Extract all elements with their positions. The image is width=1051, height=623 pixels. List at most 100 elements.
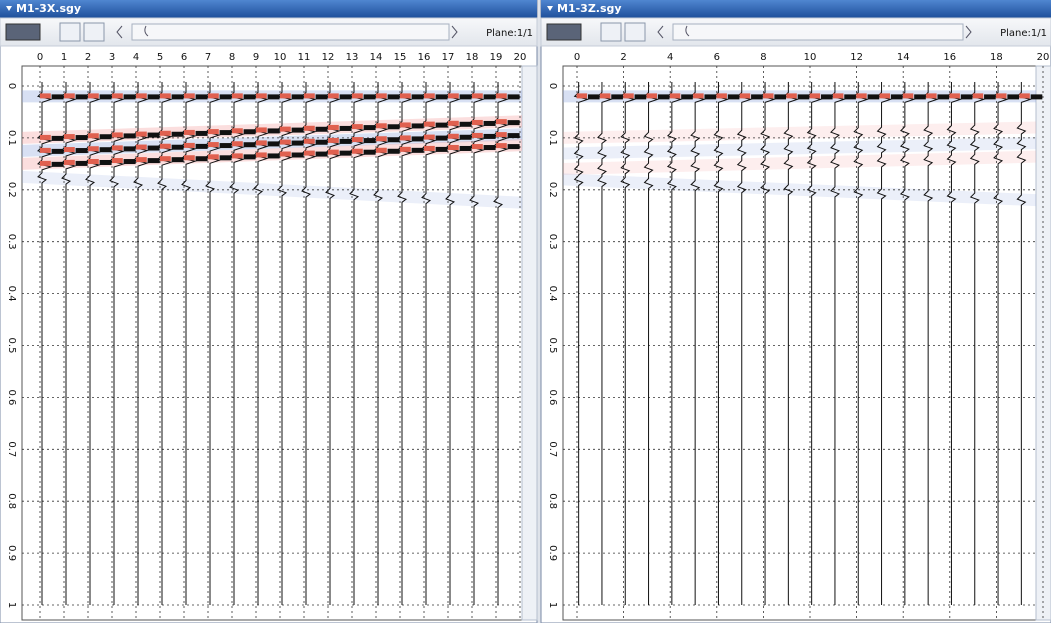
- wavelet-peak: [400, 122, 411, 127]
- wavelet-peak: [136, 157, 147, 162]
- wavelet-peak: [208, 154, 219, 159]
- wavelet-trough: [340, 94, 352, 99]
- wavelet-peak: [400, 147, 411, 152]
- x-tick-label: 12: [322, 52, 335, 63]
- x-tick-label: 12: [850, 52, 863, 63]
- wavelet-peak: [112, 145, 123, 150]
- x-tick-label: 16: [418, 52, 431, 63]
- wavelet-peak: [472, 93, 483, 98]
- plane-slider[interactable]: [132, 24, 449, 40]
- wavelet-peak: [232, 93, 243, 98]
- y-tick-label: 0.1: [6, 130, 17, 146]
- wavelet-peak: [328, 93, 339, 98]
- wavelet-peak: [256, 127, 267, 132]
- wavelet-peak: [304, 93, 315, 98]
- x-tick-label: 0: [574, 52, 580, 63]
- x-tick-label: 10: [804, 52, 817, 63]
- wavelet-peak: [448, 121, 459, 126]
- y-tick-label: 0.7: [547, 441, 558, 457]
- y-tick-label: 0.2: [6, 182, 17, 198]
- wavelet-trough: [436, 94, 448, 99]
- wavelet-peak: [424, 146, 435, 151]
- wavelet-peak: [647, 93, 657, 98]
- y-tick-label: 0: [547, 83, 558, 89]
- y-tick-label: 1: [547, 602, 558, 608]
- wavelet-peak: [64, 147, 75, 152]
- wavelet-peak: [926, 93, 936, 98]
- x-tick-label: 13: [346, 52, 359, 63]
- wavelet-peak: [232, 128, 243, 133]
- x-tick-label: 14: [370, 52, 383, 63]
- y-tick-label: 0.2: [547, 182, 558, 198]
- x-tick-label: 4: [133, 52, 139, 63]
- wavelet-peak: [496, 119, 507, 124]
- x-tick-label: 8: [229, 52, 235, 63]
- wavelet-trough: [268, 94, 280, 99]
- x-tick-label: 1: [61, 52, 67, 63]
- wavelet-peak: [304, 126, 315, 131]
- x-tick-label: 20: [1037, 52, 1050, 63]
- wavelet-trough: [635, 94, 647, 99]
- y-tick-label: 0.4: [6, 286, 17, 302]
- wavelet-peak: [280, 127, 291, 132]
- x-tick-label: 10: [274, 52, 287, 63]
- x-tick-label: 16: [943, 52, 956, 63]
- wavelet-trough: [868, 94, 880, 99]
- wavelet-trough: [508, 144, 520, 149]
- wavelet-trough: [124, 94, 136, 99]
- zoom-out-button[interactable]: [625, 23, 645, 41]
- wavelet-trough: [292, 94, 304, 99]
- x-tick-label: 6: [714, 52, 720, 63]
- wavelet-peak: [328, 125, 339, 130]
- wavelet-peak: [716, 93, 726, 98]
- wavelet-trough: [844, 94, 856, 99]
- wavelet-peak: [763, 93, 773, 98]
- wavelet-peak: [496, 132, 507, 137]
- wavelet-peak: [352, 149, 363, 154]
- zoom-in-button[interactable]: [60, 23, 80, 41]
- wavelet-peak: [208, 93, 219, 98]
- wavelet-peak: [256, 152, 267, 157]
- wavelet-peak: [88, 93, 99, 98]
- wavelet-peak: [64, 93, 75, 98]
- zoom-out-button[interactable]: [84, 23, 104, 41]
- wavelet-peak: [376, 93, 387, 98]
- wavelet-trough: [1007, 94, 1019, 99]
- wavelet-peak: [880, 93, 890, 98]
- display-button[interactable]: [6, 24, 40, 40]
- y-tick-label: 0.6: [547, 389, 558, 405]
- x-tick-label: 6: [181, 52, 187, 63]
- wavelet-trough: [100, 94, 112, 99]
- wavelet-peak: [472, 120, 483, 125]
- x-tick-label: 14: [897, 52, 910, 63]
- x-tick-label: 11: [298, 52, 311, 63]
- wavelet-peak: [88, 159, 99, 164]
- scrollbar[interactable]: [1036, 66, 1051, 620]
- screen: M1-3X.sgyPlane:1/10123456789101112131415…: [0, 0, 1051, 623]
- wavelet-peak: [352, 124, 363, 129]
- wavelet-peak: [973, 93, 983, 98]
- y-tick-label: 0.3: [547, 234, 558, 250]
- wavelet-peak: [184, 143, 195, 148]
- plane-slider[interactable]: [673, 24, 963, 40]
- y-tick-label: 0.1: [547, 130, 558, 146]
- y-tick-label: 0.8: [547, 493, 558, 509]
- display-button[interactable]: [547, 24, 581, 40]
- x-tick-label: 0: [37, 52, 43, 63]
- wavelet-peak: [472, 133, 483, 138]
- y-tick-label: 0: [6, 83, 17, 89]
- x-tick-label: 17: [442, 52, 455, 63]
- y-tick-label: 0.8: [6, 493, 17, 509]
- wavelet-trough: [172, 94, 184, 99]
- wavelet-peak: [40, 161, 51, 166]
- wavelet-peak: [256, 93, 267, 98]
- zoom-in-button[interactable]: [601, 23, 621, 41]
- y-tick-label: 0.6: [6, 389, 17, 405]
- wavelet-trough: [508, 94, 520, 99]
- wavelet-trough: [148, 94, 160, 99]
- wavelet-trough: [611, 94, 623, 99]
- wavelet-trough: [76, 94, 88, 99]
- y-tick-label: 0.9: [6, 545, 17, 561]
- scrollbar[interactable]: [522, 66, 537, 620]
- wavelet-peak: [328, 138, 339, 143]
